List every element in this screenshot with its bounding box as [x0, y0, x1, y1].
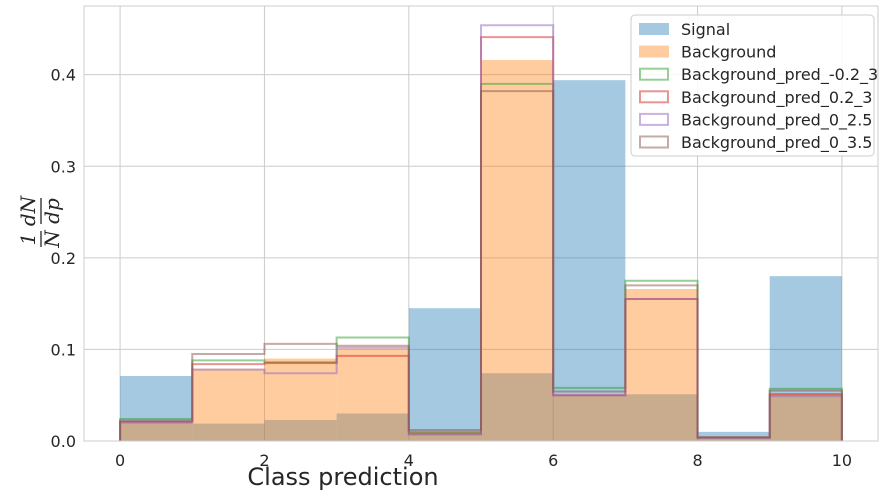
x-tick-label: 10 — [832, 451, 852, 470]
y-tick-label: 0.4 — [51, 66, 76, 85]
y-tick-labels: 0.0 0.1 0.2 0.3 0.4 — [51, 66, 76, 451]
bar-signal — [769, 276, 842, 441]
bar-signal — [192, 423, 265, 441]
bar-signal — [336, 413, 409, 441]
legend-swatch-background-pred-0-2-5 — [639, 112, 669, 126]
bar-background — [120, 421, 193, 441]
bar-signal — [481, 373, 554, 441]
legend-label-signal: Signal — [681, 20, 730, 39]
legend-label-background: Background — [681, 43, 776, 62]
bar-background — [481, 60, 554, 441]
bar-signal — [264, 419, 337, 441]
bar-signal — [625, 394, 698, 441]
y-axis-label: 1 N dN dp — [16, 194, 64, 248]
legend-swatch-background — [639, 45, 669, 58]
legend-swatch-background-pred-0-2-3 — [639, 67, 669, 81]
legend-label-background-pred-0-2-3: Background_pred_-0.2_3 — [681, 65, 878, 85]
bar-background — [192, 368, 265, 441]
y-label-den-right: dp — [40, 198, 64, 224]
bar-background — [336, 348, 409, 441]
x-tick-label: 2 — [259, 451, 269, 470]
legend-box — [630, 14, 875, 157]
step-line-background-pred-0-3-5 — [119, 90, 843, 441]
legend-label-background-pred-0-2-3: Background_pred_0.2_3 — [681, 88, 872, 108]
y-label-num-left: 1 — [16, 233, 40, 246]
y-tick-label: 0.2 — [51, 249, 76, 268]
bar-background — [408, 431, 481, 441]
bar-signal — [408, 308, 481, 441]
x-tick-label: 4 — [404, 451, 414, 470]
x-tick-label: 6 — [548, 451, 558, 470]
x-tick-label: 8 — [692, 451, 702, 470]
step-lines-layer — [119, 24, 843, 441]
bar-signal — [120, 375, 193, 441]
bar-background — [264, 358, 337, 441]
legend-swatch-background-pred-0-2-3 — [639, 90, 669, 104]
y-tick-label: 0.3 — [51, 157, 76, 176]
y-tick-label: 0.0 — [51, 432, 76, 451]
legend-swatch-signal — [639, 23, 669, 35]
x-axis-label: Class prediction — [247, 463, 438, 491]
x-tick-label: 0 — [115, 451, 125, 470]
legend: Signal Background Background_pred_-0.2_3 Ba… — [630, 14, 878, 157]
bar-background — [553, 395, 626, 441]
legend-label-background-pred-0-2-5: Background_pred_0_2.5 — [681, 110, 872, 130]
bar-background — [769, 393, 842, 441]
bar-background — [625, 288, 698, 441]
y-label-den-left: N — [40, 229, 64, 249]
y-label-num-right: dN — [16, 194, 40, 226]
legend-swatch-background-pred-0-3-5 — [639, 135, 669, 149]
x-tick-labels: 0 2 4 6 8 10 — [115, 451, 852, 470]
y-tick-label: 0.1 — [51, 340, 76, 359]
plot-frame — [83, 5, 879, 442]
bar-signal — [553, 80, 626, 441]
legend-label-background-pred-0-3-5: Background_pred_0_3.5 — [681, 133, 872, 153]
bars-layer — [120, 60, 842, 441]
